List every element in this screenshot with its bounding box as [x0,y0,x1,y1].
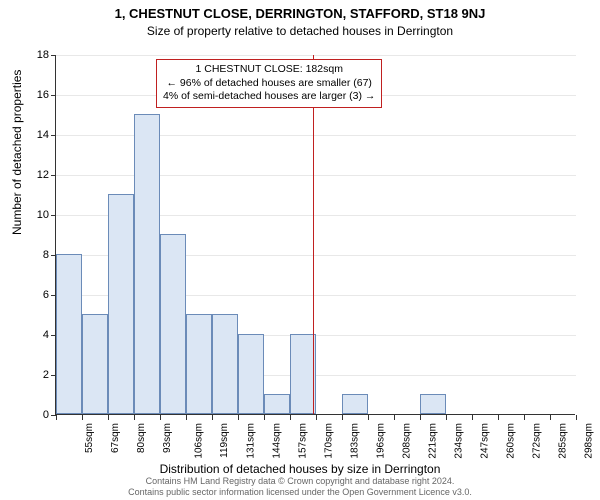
xtick-label: 298sqm [584,423,595,459]
xtick-label: 183sqm [350,423,361,459]
xtick-label: 119sqm [219,423,230,458]
ytick-mark [51,175,56,176]
histogram-bar [82,314,108,414]
gridline [56,55,576,56]
xtick-mark [160,415,161,420]
xtick-label: 208sqm [402,423,413,459]
xtick-label: 131sqm [246,423,257,459]
footer-line2: Contains public sector information licen… [128,487,472,497]
x-axis-label: Distribution of detached houses by size … [0,462,600,476]
xtick-mark [576,415,577,420]
chart-subtitle: Size of property relative to detached ho… [0,21,600,38]
xtick-label: 272sqm [532,423,543,459]
xtick-mark [524,415,525,420]
ytick-label: 0 [19,409,49,421]
histogram-bar [238,334,264,414]
xtick-mark [498,415,499,420]
xtick-mark [108,415,109,420]
xtick-label: 196sqm [376,423,387,459]
xtick-label: 93sqm [162,423,173,453]
chart-area: 02468101214161855sqm67sqm80sqm93sqm106sq… [55,55,575,415]
xtick-label: 260sqm [506,423,517,459]
xtick-label: 247sqm [480,423,491,459]
ytick-label: 16 [19,89,49,101]
annot-line2: ← 96% of detached houses are smaller (67… [166,77,371,89]
histogram-bar [212,314,238,414]
xtick-label: 170sqm [324,423,335,459]
xtick-mark [82,415,83,420]
xtick-label: 106sqm [194,423,205,459]
histogram-bar [186,314,212,414]
xtick-label: 221sqm [428,423,439,459]
ytick-mark [51,215,56,216]
ytick-label: 8 [19,249,49,261]
footer-attribution: Contains HM Land Registry data © Crown c… [0,476,600,498]
annotation-box: 1 CHESTNUT CLOSE: 182sqm ← 96% of detache… [156,59,382,108]
xtick-mark [550,415,551,420]
xtick-mark [420,415,421,420]
histogram-bar [160,234,186,414]
histogram-bar [264,394,290,414]
ytick-label: 6 [19,289,49,301]
chart-title: 1, CHESTNUT CLOSE, DERRINGTON, STAFFORD,… [0,0,600,21]
xtick-mark [394,415,395,420]
xtick-mark [446,415,447,420]
xtick-label: 67sqm [110,423,121,453]
xtick-mark [264,415,265,420]
xtick-label: 144sqm [272,423,283,459]
xtick-mark [212,415,213,420]
histogram-bar [420,394,446,414]
ytick-label: 4 [19,329,49,341]
property-marker-line [313,55,314,414]
ytick-label: 12 [19,169,49,181]
ytick-mark [51,135,56,136]
xtick-label: 285sqm [558,423,569,459]
xtick-mark [472,415,473,420]
ytick-label: 2 [19,369,49,381]
histogram-bar [56,254,82,414]
xtick-mark [368,415,369,420]
chart-container: 1, CHESTNUT CLOSE, DERRINGTON, STAFFORD,… [0,0,600,500]
plot-region: 02468101214161855sqm67sqm80sqm93sqm106sq… [55,55,575,415]
annot-line3: 4% of semi-detached houses are larger (3… [163,90,375,102]
xtick-mark [186,415,187,420]
footer-line1: Contains HM Land Registry data © Crown c… [146,476,455,486]
xtick-mark [316,415,317,420]
xtick-label: 157sqm [298,423,309,459]
xtick-mark [56,415,57,420]
ytick-mark [51,95,56,96]
annot-line1: 1 CHESTNUT CLOSE: 182sqm [196,63,343,75]
histogram-bar [134,114,160,414]
xtick-mark [238,415,239,420]
ytick-label: 14 [19,129,49,141]
xtick-mark [342,415,343,420]
ytick-label: 18 [19,49,49,61]
xtick-label: 234sqm [454,423,465,459]
xtick-mark [290,415,291,420]
ytick-label: 10 [19,209,49,221]
xtick-mark [134,415,135,420]
xtick-label: 55sqm [84,423,95,453]
ytick-mark [51,55,56,56]
histogram-bar [108,194,134,414]
histogram-bar [342,394,368,414]
xtick-label: 80sqm [136,423,147,453]
